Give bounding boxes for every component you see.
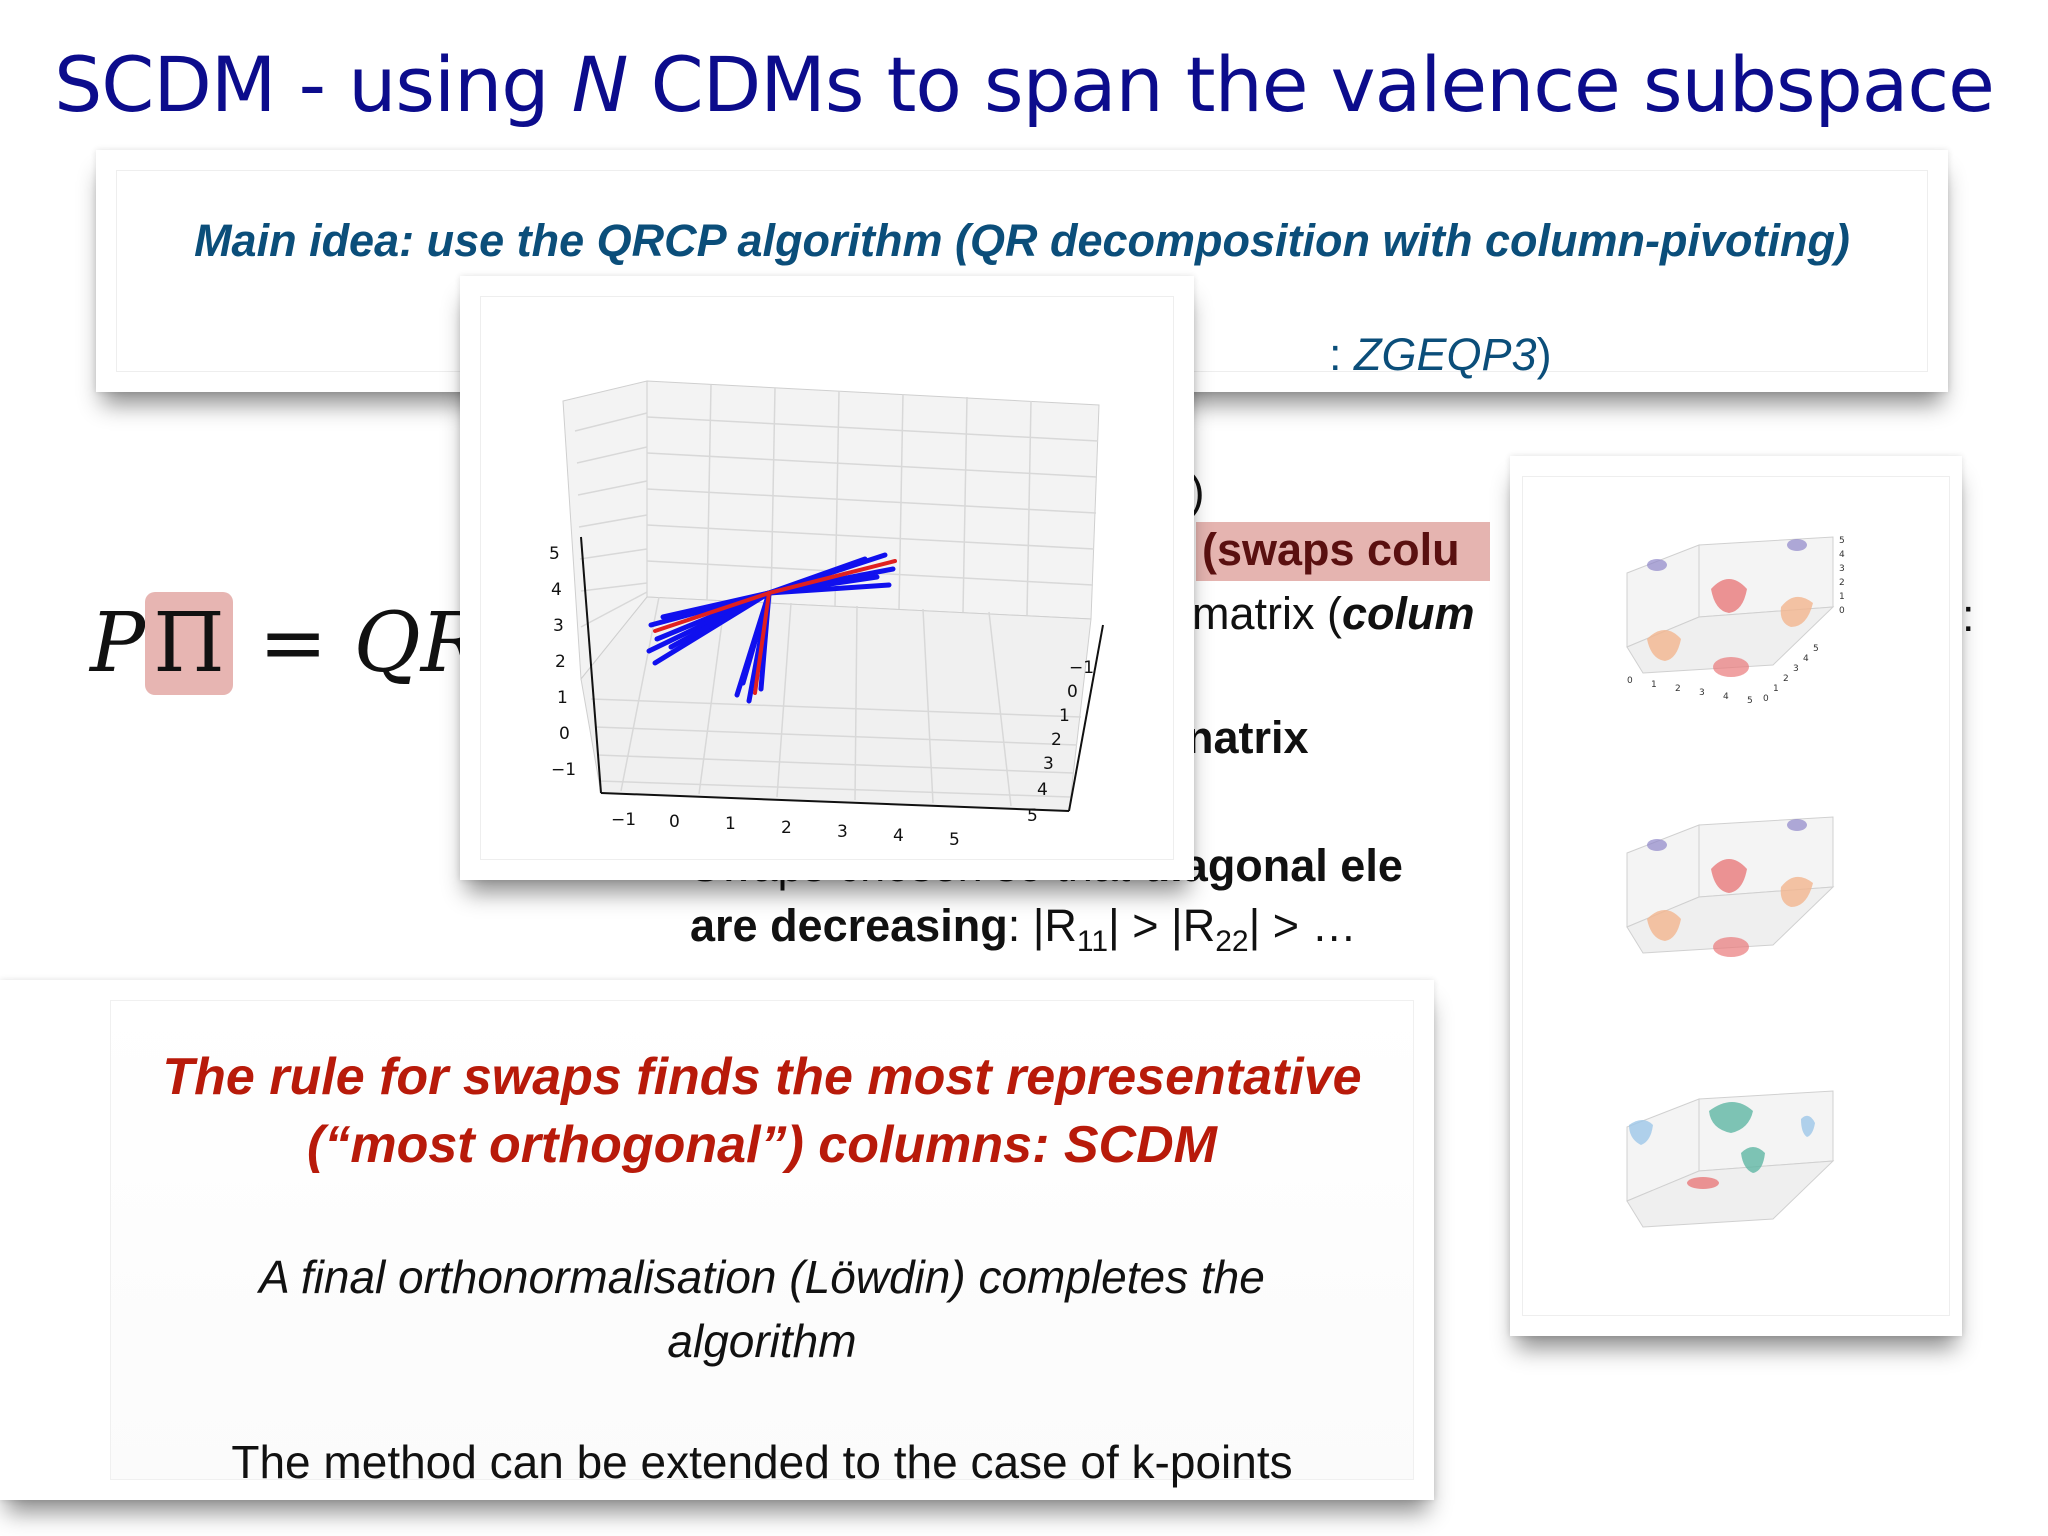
bullet-matrix-column: matrix (colum [1192,588,1475,639]
x-tick: 1 [725,814,736,834]
cdm-plots-card: 0 1 2 3 4 5 0 1 2 3 4 5 5 4 3 2 1 0 [1510,456,1962,1336]
x-tick: 0 [669,812,680,832]
x-tick: 2 [781,818,792,838]
z-tick: −1 [551,760,576,780]
cdm-plot-2 [1626,816,1835,957]
cdm-tick-labels: 0 1 2 3 4 5 0 1 2 3 4 5 5 4 3 2 1 0 [1627,536,1845,706]
z-tick: 5 [549,544,560,564]
y-tick: 1 [1059,706,1070,726]
x-axis-ticks: −1 0 1 2 3 4 5 [611,810,960,850]
bullet-swaps: (swaps colu [1196,522,1490,581]
z-tick: 3 [1839,564,1845,574]
z-tick: 4 [551,580,562,600]
z-tick: 2 [1839,578,1845,588]
x-tick: 0 [1627,676,1633,686]
y-tick: 4 [1803,654,1809,664]
z-tick: 0 [559,724,570,744]
qrcp-formula: PΠ = QR [90,592,483,695]
main-idea-text: Main idea: use the QRCP algorithm (QR de… [194,215,1850,266]
x-tick: 3 [1699,688,1705,698]
y-tick: −1 [1069,658,1094,678]
z-tick: 1 [557,688,568,708]
red-vectors [653,559,897,695]
z-tick: 4 [1839,550,1845,560]
y-tick: 3 [1793,664,1799,674]
x-tick: −1 [611,810,636,830]
y-tick: 4 [1037,780,1048,800]
kpoints-text: The method can be extended to the case o… [231,1436,1293,1488]
cdm-plot-3 [1626,1090,1835,1228]
vectors-plot-card: 5 4 3 2 1 0 −1 −1 0 1 2 3 4 5 −1 0 1 [460,276,1194,880]
cdm-plot-1 [1626,536,1835,677]
x-tick: 4 [893,826,904,846]
swap-rule-text: The rule for swaps finds the most repres… [162,1048,1362,1174]
x-tick: 3 [837,822,848,842]
z-tick: 1 [1839,592,1845,602]
y-axis-ticks: −1 0 1 2 3 4 5 [1027,658,1094,826]
x-tick: 4 [1723,692,1729,702]
vectors-3d-plot: 5 4 3 2 1 0 −1 −1 0 1 2 3 4 5 −1 0 1 [549,380,1104,850]
z-tick: 2 [555,652,566,672]
bullet-triangular-matrix: natrix [1186,712,1309,763]
x-tick: 5 [1747,696,1753,706]
conclusion-card: The rule for swaps finds the most repres… [0,980,1434,1500]
z-tick: 0 [1839,606,1845,616]
y-tick: 1 [1773,684,1779,694]
y-tick: 5 [1027,806,1038,826]
pi-highlight: Π [145,592,233,695]
x-tick: 2 [1675,684,1681,694]
z-tick: 5 [1839,536,1845,546]
x-tick: 5 [949,830,960,850]
lowdin-text: A final orthonormalisation (Löwdin) comp… [259,1251,1265,1367]
y-tick: 2 [1783,674,1789,684]
y-tick: 3 [1043,754,1054,774]
y-tick: 0 [1763,694,1769,704]
lapack-routine-text: : ZGEQP3) [1329,329,1552,380]
y-tick: 5 [1813,644,1819,654]
y-tick: 2 [1051,730,1062,750]
z-axis-ticks: 5 4 3 2 1 0 −1 [549,544,576,780]
z-tick: 3 [553,616,564,636]
bullet-decreasing: are decreasing: |R11| > |R22| > … [690,900,1357,958]
x-tick: 1 [1651,680,1657,690]
y-tick: 0 [1067,682,1078,702]
bullet-colon: : [1962,590,1975,641]
slide-title: SCDM - using N CDMs to span the valence … [54,40,1995,129]
cdm-isosurface-plots: 0 1 2 3 4 5 0 1 2 3 4 5 5 4 3 2 1 0 [1626,536,1845,1228]
